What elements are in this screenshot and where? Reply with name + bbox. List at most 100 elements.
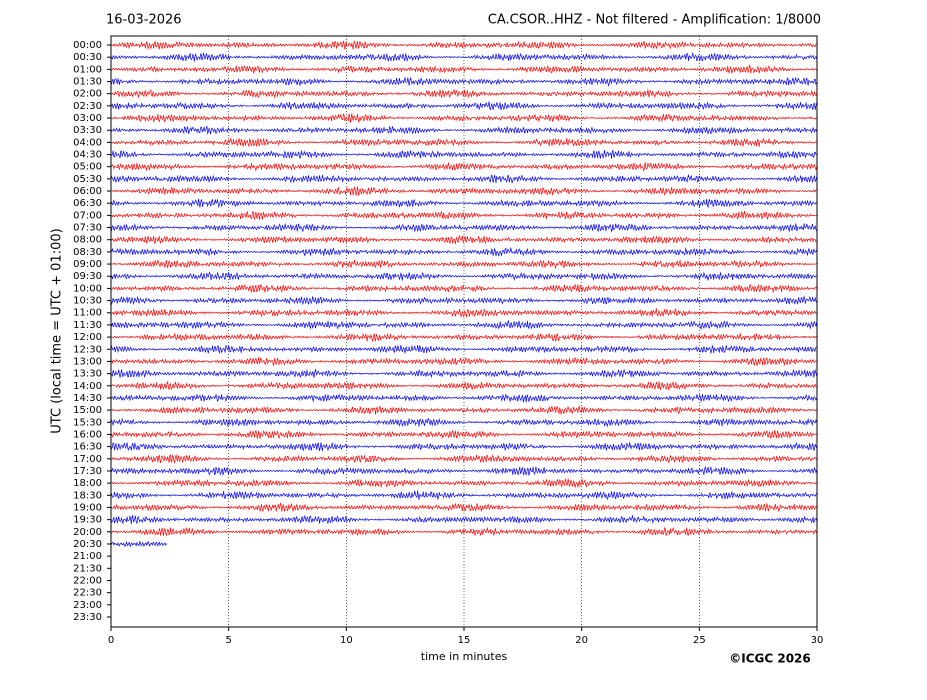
seismic-trace	[110, 490, 817, 501]
y-tick-label: 20:30	[73, 539, 102, 550]
y-axis-label: UTC (local time = UTC + 01:00)	[50, 228, 65, 433]
seismic-trace	[110, 526, 817, 537]
y-tick-label: 20:00	[73, 527, 102, 538]
x-tick-label: 30	[811, 635, 824, 646]
y-tick-label: 03:00	[73, 113, 102, 124]
y-tick-label: 14:00	[73, 381, 102, 392]
seismic-trace	[110, 113, 817, 123]
seismic-trace	[110, 246, 817, 257]
y-tick-label: 05:30	[73, 174, 102, 185]
y-tick-label: 13:00	[73, 356, 102, 367]
y-tick-label: 12:00	[73, 332, 102, 343]
y-tick-label: 00:30	[73, 52, 102, 63]
copyright: ©ICGC 2026	[729, 652, 811, 666]
seismic-trace	[110, 380, 817, 391]
seismic-trace	[110, 125, 817, 135]
plot-frame	[110, 35, 818, 628]
y-tick-label: 04:00	[73, 137, 102, 148]
seismic-trace	[110, 89, 817, 99]
y-tick-label: 04:30	[73, 150, 102, 161]
seismic-trace	[110, 540, 168, 548]
seismic-trace	[110, 259, 817, 269]
chart-title: CA.CSOR..HHZ - Not filtered - Amplificat…	[488, 13, 821, 28]
seismic-trace	[110, 344, 817, 355]
x-tick-label: 15	[458, 635, 471, 646]
y-tick-label: 02:00	[73, 89, 102, 100]
y-tick-label: 17:00	[73, 454, 102, 465]
seismic-trace	[110, 429, 817, 440]
seismic-trace	[110, 271, 817, 281]
y-tick-label: 05:00	[73, 162, 102, 173]
y-tick-label: 22:30	[73, 588, 102, 599]
seismic-trace	[110, 514, 817, 525]
y-tick-label: 01:00	[73, 64, 102, 75]
y-tick-label: 00:00	[73, 40, 102, 51]
y-tick-label: 22:00	[73, 575, 102, 586]
seismic-trace	[110, 319, 817, 331]
x-tick-label: 10	[340, 635, 353, 646]
y-tick-label: 23:00	[73, 600, 102, 611]
seismic-trace	[110, 283, 817, 293]
y-tick-label: 06:00	[73, 186, 102, 197]
y-tick-label: 06:30	[73, 198, 102, 209]
y-tick-label: 23:30	[73, 612, 102, 623]
y-tick-label: 03:30	[73, 125, 102, 136]
date: 16-03-2026	[106, 13, 182, 28]
seismic-trace	[110, 417, 817, 428]
x-tick-label: 0	[108, 635, 114, 646]
y-tick-label: 16:00	[73, 429, 102, 440]
y-tick-label: 15:00	[73, 405, 102, 416]
seismic-trace	[110, 357, 817, 367]
y-tick-label: 14:30	[73, 393, 102, 404]
y-tick-label: 15:30	[73, 417, 102, 428]
x-axis-label: time in minutes	[421, 650, 508, 663]
seismic-trace	[110, 173, 817, 184]
seismic-trace	[110, 441, 817, 452]
x-tick-label: 25	[693, 635, 706, 646]
y-tick-label: 19:30	[73, 515, 102, 526]
seismic-trace	[110, 465, 817, 477]
y-tick-label: 18:30	[73, 490, 102, 501]
seismic-trace	[110, 101, 817, 111]
y-tick-label: 12:30	[73, 344, 102, 355]
y-tick-label: 07:00	[73, 210, 102, 221]
seismic-trace	[110, 198, 817, 209]
x-tick-label: 5	[225, 635, 231, 646]
y-tick-label: 09:00	[73, 259, 102, 270]
seismic-trace	[110, 51, 817, 63]
seismic-trace	[110, 405, 817, 415]
seismic-trace	[110, 40, 817, 50]
y-tick-label: 21:00	[73, 551, 102, 562]
y-tick-label: 11:30	[73, 320, 102, 331]
seismic-trace	[110, 149, 817, 159]
y-tick-label: 08:30	[73, 247, 102, 258]
y-tick-label: 13:30	[73, 369, 102, 380]
y-tick-label: 16:30	[73, 442, 102, 453]
y-tick-label: 11:00	[73, 308, 102, 319]
seismic-trace	[110, 332, 817, 343]
y-tick-label: 21:30	[73, 563, 102, 574]
y-tick-label: 17:30	[73, 466, 102, 477]
y-tick-label: 02:30	[73, 101, 102, 112]
seismic-trace	[110, 222, 817, 233]
seismic-trace	[110, 185, 817, 196]
seismic-trace	[110, 64, 817, 75]
seismic-trace	[110, 393, 817, 403]
y-tick-label: 10:30	[73, 296, 102, 307]
seismic-trace	[110, 137, 817, 148]
y-tick-label: 10:00	[73, 283, 102, 294]
y-tick-label: 08:00	[73, 235, 102, 246]
seismic-trace	[110, 477, 817, 488]
seismic-trace	[110, 210, 817, 221]
seismic-trace	[110, 234, 817, 245]
y-tick-label: 07:30	[73, 223, 102, 234]
x-tick-label: 20	[575, 635, 588, 646]
seismic-trace	[110, 307, 817, 318]
seismic-trace	[110, 502, 817, 513]
seismic-trace	[110, 453, 817, 464]
y-tick-label: 18:00	[73, 478, 102, 489]
y-tick-label: 19:00	[73, 502, 102, 513]
y-tick-label: 09:30	[73, 271, 102, 282]
y-tick-label: 01:30	[73, 77, 102, 88]
